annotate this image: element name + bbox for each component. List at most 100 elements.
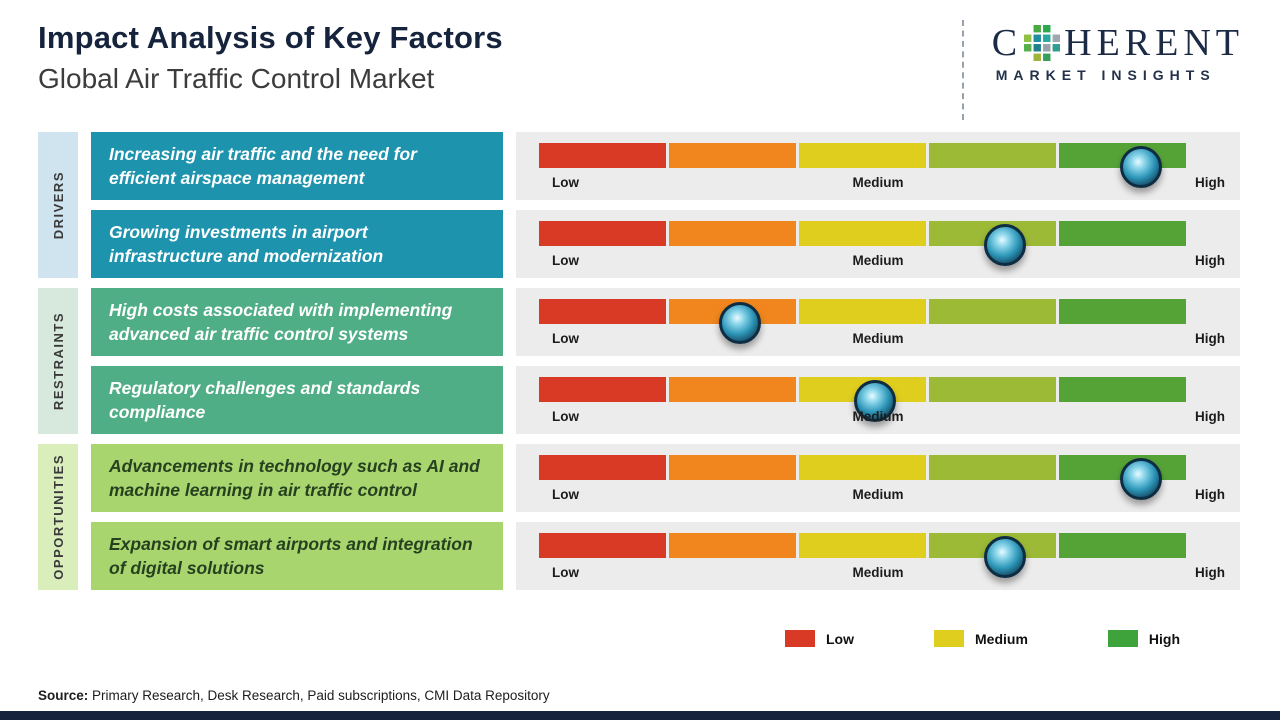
bar-segment-low-med bbox=[669, 377, 796, 402]
footer-bar bbox=[0, 711, 1280, 720]
bar-segment-low bbox=[539, 455, 666, 480]
brand-name-initial: C bbox=[991, 22, 1023, 64]
bar-segment-med-high bbox=[929, 299, 1056, 324]
bar-segment-low-med bbox=[669, 533, 796, 558]
scale-label-low: Low bbox=[552, 175, 579, 190]
group-label-restraints: RESTRAINTS bbox=[50, 311, 66, 411]
legend-item-medium: Medium bbox=[934, 630, 1028, 647]
bar-segment-high bbox=[1059, 299, 1186, 324]
source-label: Source: bbox=[38, 688, 89, 703]
factor-text: Expansion of smart airports and integrat… bbox=[109, 533, 473, 578]
scale-label-low: Low bbox=[552, 409, 579, 424]
title-block: Impact Analysis of Key Factors Global Ai… bbox=[38, 20, 503, 95]
bar-segment-low-med bbox=[669, 455, 796, 480]
legend-swatch-high bbox=[1107, 630, 1138, 647]
impact-gradient-bar bbox=[539, 533, 1186, 578]
impact-gradient-bar bbox=[539, 299, 1186, 344]
factor-text-box: Growing investments in airport infrastru… bbox=[91, 210, 503, 278]
factor-text: Increasing air traffic and the need for … bbox=[109, 143, 417, 188]
bar-segment-med-high bbox=[929, 143, 1056, 168]
impact-knob[interactable] bbox=[1119, 458, 1162, 500]
bar-segment-medium bbox=[799, 143, 926, 168]
bar-segment-medium bbox=[799, 455, 926, 480]
legend-label-low: Low bbox=[826, 630, 854, 647]
brand-tagline: MARKET INSIGHTS bbox=[995, 67, 1216, 83]
scale-label-low: Low bbox=[552, 487, 579, 502]
impact-gradient-bar bbox=[539, 377, 1186, 422]
factor-text: Advancements in technology such as AI an… bbox=[109, 455, 480, 500]
scale-label-high: High bbox=[1195, 487, 1225, 502]
bar-segment-med-high bbox=[929, 455, 1056, 480]
factor-text-box: High costs associated with implementing … bbox=[91, 288, 503, 356]
factor-text-box: Increasing air traffic and the need for … bbox=[91, 132, 503, 200]
factor-text-box: Regulatory challenges and standards comp… bbox=[91, 366, 503, 434]
bar-segment-low-med bbox=[669, 221, 796, 246]
factor-text: High costs associated with implementing … bbox=[109, 299, 453, 344]
bar-segment-low bbox=[539, 377, 666, 402]
bar-segment-low bbox=[539, 143, 666, 168]
bar-segment-high bbox=[1059, 533, 1186, 558]
legend-label-medium: Medium bbox=[975, 630, 1028, 647]
scale-label-high: High bbox=[1195, 175, 1225, 190]
impact-knob[interactable] bbox=[983, 536, 1026, 578]
legend: Low Medium High bbox=[0, 630, 1180, 647]
impact-knob[interactable] bbox=[718, 302, 761, 344]
scale-label-low: Low bbox=[552, 565, 579, 580]
legend-label-high: High bbox=[1148, 630, 1180, 647]
group-strip-restraints: RESTRAINTS bbox=[38, 288, 78, 434]
factor-text-box: Expansion of smart airports and integrat… bbox=[91, 522, 503, 590]
impact-bar-row: Low Medium High bbox=[516, 444, 1240, 512]
source-text: Primary Research, Desk Research, Paid su… bbox=[88, 688, 550, 703]
bar-segment-med-high bbox=[929, 377, 1056, 402]
scale-label-high: High bbox=[1195, 565, 1225, 580]
bar-segment-low bbox=[539, 299, 666, 324]
scale-label-medium: Medium bbox=[852, 409, 904, 424]
source-note: Source: Primary Research, Desk Research,… bbox=[38, 688, 550, 703]
bar-segment-low bbox=[539, 533, 666, 558]
bar-segment-medium bbox=[799, 221, 926, 246]
scale-label-medium: Medium bbox=[852, 565, 904, 580]
scale-label-low: Low bbox=[552, 253, 579, 268]
impact-bar-row: Low Medium High bbox=[516, 132, 1240, 200]
impact-bar-row: Low Medium High bbox=[516, 210, 1240, 278]
group-label-opportunities: OPPORTUNITIES bbox=[50, 454, 66, 580]
scale-label-high: High bbox=[1195, 253, 1225, 268]
scale-label-high: High bbox=[1195, 331, 1225, 346]
bar-segment-high bbox=[1059, 221, 1186, 246]
impact-gradient-bar bbox=[539, 221, 1186, 266]
legend-swatch-low bbox=[785, 630, 815, 647]
header: Impact Analysis of Key Factors Global Ai… bbox=[0, 0, 1280, 120]
impact-bar-row: Low Medium High bbox=[516, 288, 1240, 356]
scale-label-medium: Medium bbox=[852, 175, 904, 190]
bar-segment-low bbox=[539, 221, 666, 246]
scale-label-high: High bbox=[1195, 409, 1225, 424]
impact-matrix: DRIVERS RESTRAINTS OPPORTUNITIES Increas… bbox=[38, 132, 1240, 590]
impact-gradient-bar bbox=[539, 455, 1186, 500]
impact-knob[interactable] bbox=[1119, 146, 1162, 188]
bar-segment-medium bbox=[799, 533, 926, 558]
impact-knob[interactable] bbox=[854, 380, 897, 422]
group-strip-opportunities: OPPORTUNITIES bbox=[38, 444, 78, 590]
legend-item-high: High bbox=[1107, 630, 1180, 647]
brand-logo: C HERENT MARKET INSIGHTS bbox=[961, 20, 1244, 120]
impact-bar-row: Low Medium High bbox=[516, 366, 1240, 434]
bar-segment-medium bbox=[799, 299, 926, 324]
logo-mosaic-o-icon bbox=[1024, 25, 1061, 61]
scale-label-medium: Medium bbox=[852, 253, 904, 268]
bar-segment-high bbox=[1059, 377, 1186, 402]
page-title: Impact Analysis of Key Factors bbox=[38, 20, 503, 55]
impact-knob[interactable] bbox=[983, 224, 1026, 266]
scale-label-medium: Medium bbox=[852, 331, 904, 346]
page-subtitle: Global Air Traffic Control Market bbox=[38, 63, 435, 94]
impact-gradient-bar bbox=[539, 143, 1186, 188]
group-label-drivers: DRIVERS bbox=[50, 170, 66, 240]
legend-swatch-medium bbox=[934, 630, 964, 647]
brand-name-rest: HERENT bbox=[1064, 22, 1244, 64]
legend-item-low: Low bbox=[785, 630, 854, 647]
factor-text-box: Advancements in technology such as AI an… bbox=[91, 444, 503, 512]
impact-bar-row: Low Medium High bbox=[516, 522, 1240, 590]
bar-segment-low-med bbox=[669, 143, 796, 168]
factor-text: Growing investments in airport infrastru… bbox=[109, 221, 384, 266]
scale-label-low: Low bbox=[552, 331, 579, 346]
group-strip-drivers: DRIVERS bbox=[38, 132, 78, 278]
